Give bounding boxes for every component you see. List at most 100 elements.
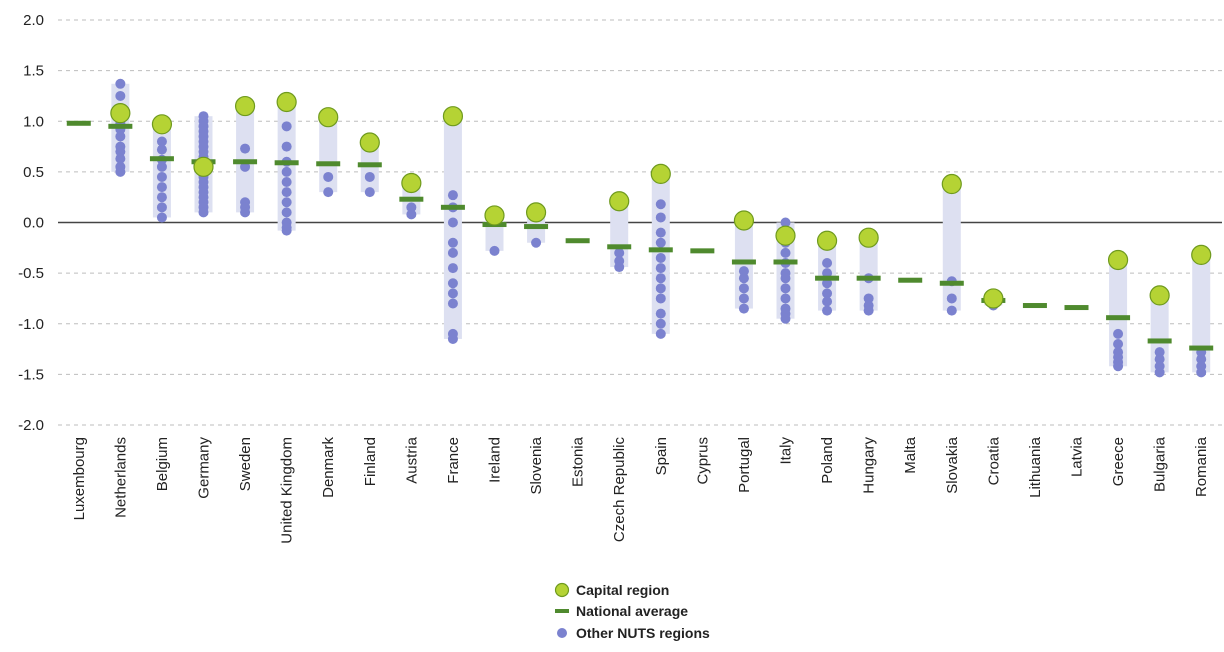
x-category-label: Italy (778, 437, 795, 465)
capital-region-point (359, 132, 380, 153)
capital-region-point (1149, 285, 1170, 306)
x-category-label: Romania (1193, 436, 1210, 497)
other-region-point (738, 303, 749, 314)
x-category-label: Finland (362, 437, 379, 486)
other-region-point (738, 266, 749, 277)
other-region-point (822, 268, 833, 279)
other-region-point (655, 237, 666, 248)
legend-other-label: Other NUTS regions (576, 625, 710, 641)
national-average-mark (1189, 345, 1214, 351)
x-category-label: Spain (653, 437, 670, 475)
other-region-point (614, 247, 625, 258)
other-region-point (655, 212, 666, 223)
other-region-point (822, 305, 833, 316)
x-category-label: Cyprus (694, 437, 711, 485)
range-bar (942, 184, 961, 311)
x-category-label: Estonia (570, 436, 587, 487)
legend-capital-label: Capital region (576, 582, 669, 598)
capital-region-point (110, 103, 131, 124)
other-region-point (115, 166, 126, 177)
other-region-point (447, 247, 458, 258)
other-region-point (156, 171, 167, 182)
other-region-point (655, 328, 666, 339)
national-average-mark (1064, 305, 1089, 311)
national-average-mark (524, 224, 549, 230)
national-average-mark (939, 280, 964, 286)
national-average-mark (316, 161, 341, 167)
other-region-point (406, 209, 417, 220)
national-average-mark (690, 248, 715, 254)
x-category-label: Malta (902, 436, 919, 473)
x-category-label: Bulgaria (1152, 436, 1169, 492)
other-region-point (115, 131, 126, 142)
other-region-point (281, 141, 292, 152)
other-region-point (863, 305, 874, 316)
grid-lines (58, 19, 1222, 426)
national-average-mark (149, 156, 174, 162)
capital-region-point (276, 91, 297, 113)
other-region-point (115, 153, 126, 164)
capital-region-point (193, 156, 214, 177)
other-region-point (156, 161, 167, 172)
other-region-point (1113, 328, 1124, 339)
capital-region-point (484, 205, 505, 226)
capital-region-point (609, 191, 630, 212)
national-average-mark (357, 162, 382, 168)
y-tick-label: -2.0 (18, 417, 44, 434)
other-region-point (406, 202, 417, 213)
capital-region-point (650, 163, 671, 184)
capital-region-point (401, 172, 422, 194)
x-category-label: Slovakia (944, 436, 961, 493)
other-region-point (323, 187, 334, 198)
legend-capital-marker (554, 582, 570, 598)
other-region-point (447, 278, 458, 289)
other-region-point (655, 293, 666, 304)
other-region-point (115, 146, 126, 157)
x-category-label: Belgium (154, 437, 171, 491)
other-region-point (1154, 354, 1165, 365)
range-bar (610, 201, 629, 268)
x-category-label: United Kingdom (279, 437, 296, 544)
other-region-point (115, 78, 126, 89)
capital-region-point (1191, 244, 1212, 265)
y-axis-tick-labels: 2.0 1.5 1.0 0.5 0.0 -0.5 -1.0 -1.5 -2.0 (18, 12, 44, 434)
national-average-mark (1147, 338, 1172, 344)
other-region-point (281, 197, 292, 208)
other-region-point (281, 177, 292, 187)
national-average-mark (274, 160, 299, 166)
x-category-label: Portugal (736, 437, 753, 493)
national-average-mark (648, 247, 673, 253)
other-region-point (863, 293, 874, 304)
other-region-point (738, 283, 749, 294)
other-region-point (655, 227, 666, 238)
range-bar (1192, 254, 1211, 373)
y-tick-label: -1.0 (18, 316, 44, 333)
other-region-point (447, 298, 458, 309)
x-category-label: Hungary (861, 437, 878, 494)
other-region-point (447, 237, 458, 248)
other-region-point (364, 171, 375, 182)
capital-region-point (442, 106, 464, 127)
x-category-label: Ireland (487, 437, 504, 483)
other-region-point (655, 318, 666, 329)
range-bar (319, 117, 338, 193)
x-category-label: Latvia (1069, 436, 1086, 477)
other-region-point (156, 136, 167, 147)
other-region-point (1154, 347, 1165, 358)
legend-national-label: National average (576, 603, 688, 619)
other-region-point (655, 252, 666, 263)
national-average-mark (815, 275, 840, 281)
other-region-point (240, 161, 251, 172)
other-region-point (156, 182, 167, 193)
other-region-point (489, 245, 500, 256)
other-region-points (115, 78, 1207, 378)
capital-region-points (110, 91, 1212, 309)
other-region-point (780, 283, 791, 294)
other-region-point (364, 187, 375, 198)
other-region-point (738, 273, 749, 284)
other-region-point (780, 273, 791, 284)
national-average-marks (66, 120, 1214, 351)
other-region-point (447, 217, 458, 228)
other-region-point (1113, 339, 1124, 349)
